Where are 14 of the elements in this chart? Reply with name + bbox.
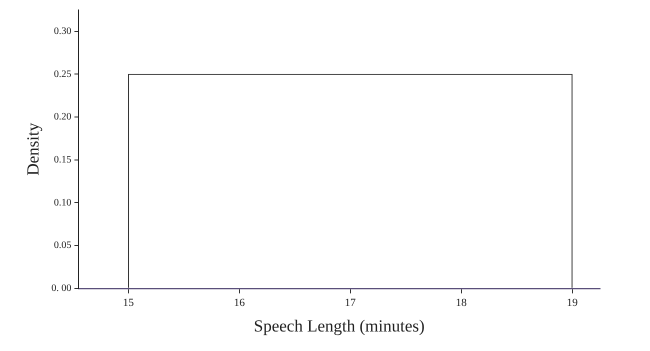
x-tick-label: 16: [234, 296, 246, 309]
y-tick-label: 0.15: [54, 154, 72, 166]
y-tick-label: 0.30: [54, 26, 72, 38]
x-axis-title: Speech Length (minutes): [254, 316, 425, 336]
y-tick-label: 0.10: [54, 197, 72, 208]
y-tick-label: 0.05: [54, 240, 72, 252]
x-tick-label: 17: [344, 296, 356, 309]
y-tick-label: 0. 00: [51, 283, 72, 294]
x-tick-label: 19: [566, 296, 578, 309]
x-tick-label: 18: [456, 296, 468, 309]
y-tick-label: 0.20: [54, 112, 72, 123]
y-tick-label: 0.25: [54, 68, 72, 80]
x-tick-label: 15: [122, 296, 134, 309]
y-axis-title: Density: [24, 122, 43, 176]
